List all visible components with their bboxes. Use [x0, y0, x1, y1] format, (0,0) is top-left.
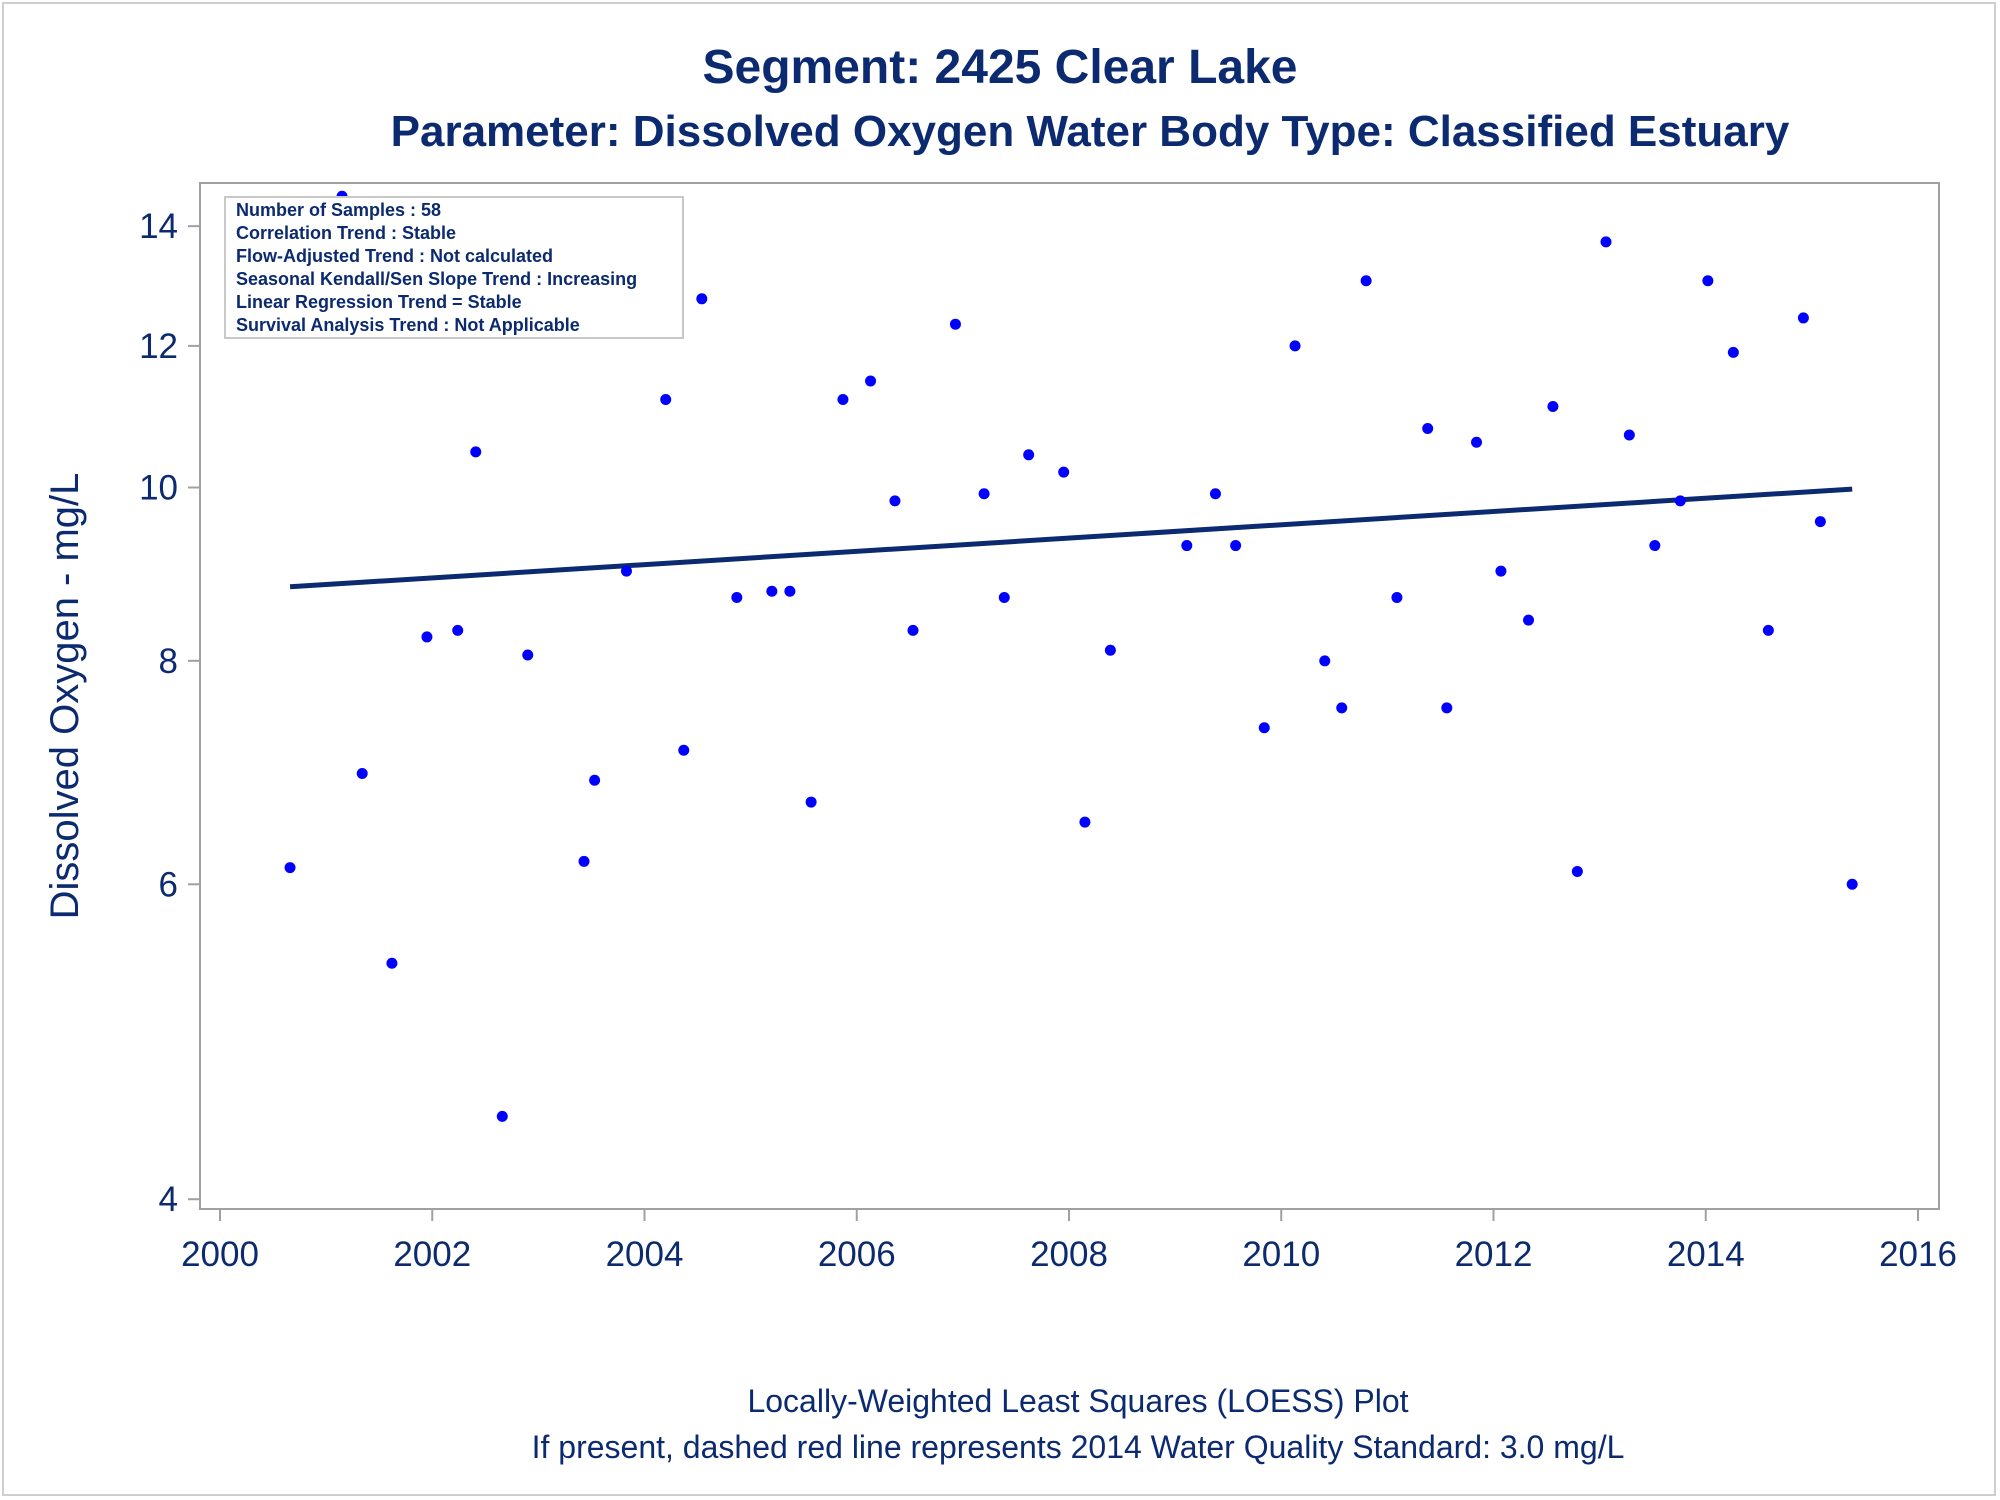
data-point [522, 649, 534, 661]
data-point [1674, 495, 1686, 507]
data-point [1360, 275, 1372, 287]
x-tick-label: 2012 [1455, 1235, 1533, 1274]
data-point [696, 293, 708, 305]
data-point [496, 1110, 508, 1122]
data-point [1336, 702, 1348, 714]
data-point [865, 375, 877, 387]
info-box-border [224, 196, 684, 339]
data-point [1727, 346, 1739, 358]
data-point [1547, 400, 1559, 412]
data-point [1702, 275, 1714, 287]
data-point [1649, 540, 1661, 552]
info-line-samples: Number of Samples : 58 [236, 200, 441, 220]
info-line-seasonal-kendall: Seasonal Kendall/Sen Slope Trend : Incre… [236, 269, 637, 289]
x-tick-label: 2004 [606, 1235, 684, 1274]
footnote-loess: Locally-Weighted Least Squares (LOESS) P… [747, 1383, 1408, 1419]
y-tick-label: 10 [139, 469, 178, 508]
trend-layer [289, 486, 1853, 590]
y-tick-label: 12 [139, 327, 178, 366]
data-point [1600, 236, 1612, 248]
data-point [620, 565, 632, 577]
x-tick-label: 2002 [393, 1235, 471, 1274]
data-point [1797, 312, 1809, 324]
data-point [1441, 702, 1453, 714]
footnote-standard: If present, dashed red line represents 2… [532, 1429, 1625, 1465]
data-point [1571, 865, 1583, 877]
data-point [805, 796, 817, 808]
data-point [1495, 565, 1507, 577]
data-point [1058, 466, 1070, 478]
x-tick-label: 2016 [1879, 1235, 1957, 1274]
info-line-linear-regression: Linear Regression Trend = Stable [236, 292, 522, 312]
loess-trend-line [289, 486, 1853, 590]
data-point [949, 318, 961, 330]
chart-title: Segment: 2425 Clear Lake [703, 41, 1298, 94]
data-point [998, 591, 1010, 603]
x-tick-label: 2000 [181, 1235, 259, 1274]
data-point [1846, 878, 1858, 890]
data-point [1319, 655, 1331, 667]
data-point [1079, 816, 1091, 828]
data-point [1814, 516, 1826, 528]
data-point [1258, 722, 1270, 734]
y-axis-label: Dissolved Oxygen - mg/L [43, 473, 87, 920]
data-point [731, 591, 743, 603]
data-point [452, 624, 464, 636]
data-point [1762, 624, 1774, 636]
data-point [578, 855, 590, 867]
data-point [470, 446, 482, 458]
info-box: Number of Samples : 58 Correlation Trend… [224, 196, 684, 339]
data-point [660, 393, 672, 405]
data-point [1471, 436, 1483, 448]
info-line-correlation: Correlation Trend : Stable [236, 223, 456, 243]
data-point [784, 585, 796, 597]
x-tick-label: 2006 [818, 1235, 896, 1274]
data-point [1523, 614, 1535, 626]
data-point [1289, 340, 1301, 352]
x-tick-label: 2008 [1030, 1235, 1108, 1274]
data-point [678, 744, 690, 756]
y-tick-label: 8 [159, 642, 178, 681]
data-point [907, 624, 919, 636]
data-point [766, 585, 778, 597]
x-tick-label: 2014 [1667, 1235, 1745, 1274]
data-point [421, 631, 433, 643]
data-point [1422, 422, 1434, 434]
data-point [1209, 488, 1221, 500]
data-point [978, 488, 990, 500]
chart-subtitle: Parameter: Dissolved Oxygen Water Body T… [391, 107, 1790, 156]
data-point [356, 767, 368, 779]
data-point [1181, 540, 1193, 552]
data-point [1230, 540, 1242, 552]
y-tick-label: 6 [159, 865, 178, 904]
data-point [837, 393, 849, 405]
y-axis: 4 6 8 10 12 14 [139, 207, 200, 1219]
data-point [1391, 591, 1403, 603]
data-point [589, 774, 601, 786]
y-tick-label: 4 [159, 1180, 178, 1219]
data-point [1623, 429, 1635, 441]
info-line-survival-analysis: Survival Analysis Trend : Not Applicable [236, 315, 580, 335]
x-axis: 2000 2002 2004 2006 2008 2010 2012 2014 2016 [181, 1209, 1957, 1274]
data-point [889, 495, 901, 507]
x-tick-label: 2010 [1242, 1235, 1320, 1274]
data-point [284, 862, 296, 874]
points-layer [284, 190, 1858, 1122]
y-tick-label: 14 [139, 207, 178, 246]
info-line-flow-adjusted: Flow-Adjusted Trend : Not calculated [236, 246, 553, 266]
data-point [1023, 449, 1035, 461]
data-point [1104, 644, 1116, 656]
data-point [386, 957, 398, 969]
